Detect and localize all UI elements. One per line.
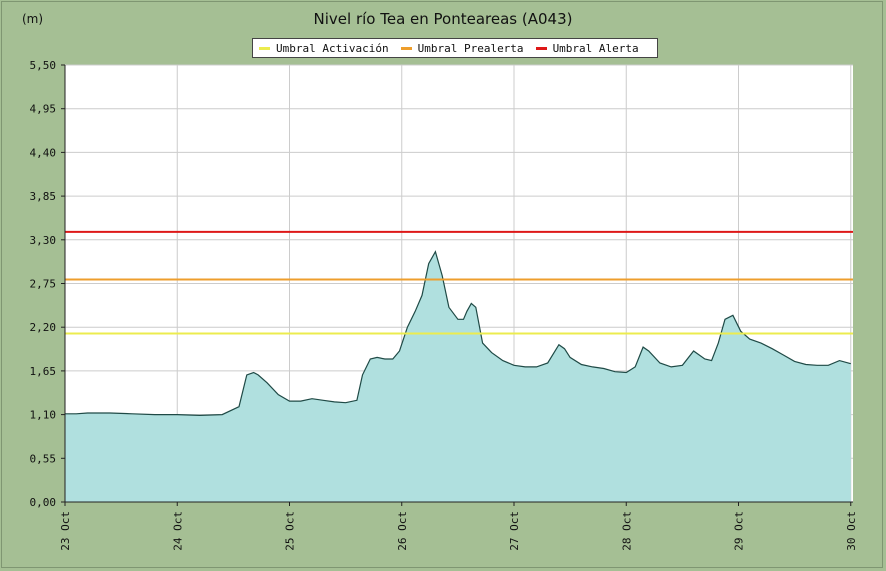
legend-item-alerta: Umbral Alerta (535, 41, 639, 55)
legend-swatch-activacion (259, 46, 270, 50)
y-tick-label: 5,50 (30, 59, 57, 72)
y-axis-label: (m) (22, 12, 44, 26)
legend: Umbral Activación Umbral Prealerta Umbra… (252, 38, 658, 58)
legend-label-prealerta: Umbral Prealerta (417, 41, 524, 55)
y-tick-label: 2,20 (30, 321, 57, 334)
series-area (65, 251, 851, 502)
y-tick-label: 4,40 (30, 146, 57, 159)
legend-item-activacion: Umbral Activación (259, 42, 389, 55)
x-tick-label: 26 Oct (396, 511, 409, 551)
y-tick-label: 4,95 (30, 103, 57, 116)
x-tick-label: 23 Oct (59, 511, 72, 551)
chart-title: Nivel río Tea en Ponteareas (A043) (313, 10, 573, 28)
legend-label-alerta: Umbral Alerta (552, 41, 639, 55)
x-tick-label: 28 Oct (620, 511, 633, 551)
x-tick-label: 29 Oct (733, 511, 746, 551)
y-tick-label: 0,00 (30, 496, 57, 509)
x-tick-label: 27 Oct (508, 511, 521, 551)
y-tick-label: 0,55 (30, 452, 57, 465)
y-tick-label: 3,85 (30, 190, 57, 203)
y-tick-label: 1,65 (30, 365, 57, 378)
x-tick-label: 30 Oct (845, 511, 858, 551)
legend-label-activacion: Umbral Activación (276, 41, 389, 55)
y-tick-label: 3,30 (30, 234, 57, 247)
legend-swatch-prealerta (400, 46, 412, 50)
y-tick-label: 2,75 (30, 278, 57, 291)
x-tick-label: 25 Oct (284, 511, 297, 551)
y-tick-label: 1,10 (30, 409, 57, 422)
series-line (65, 250, 851, 417)
legend-swatch-alerta (535, 46, 547, 50)
x-tick-label: 24 Oct (171, 511, 184, 551)
legend-item-prealerta: Umbral Prealerta (400, 41, 524, 55)
